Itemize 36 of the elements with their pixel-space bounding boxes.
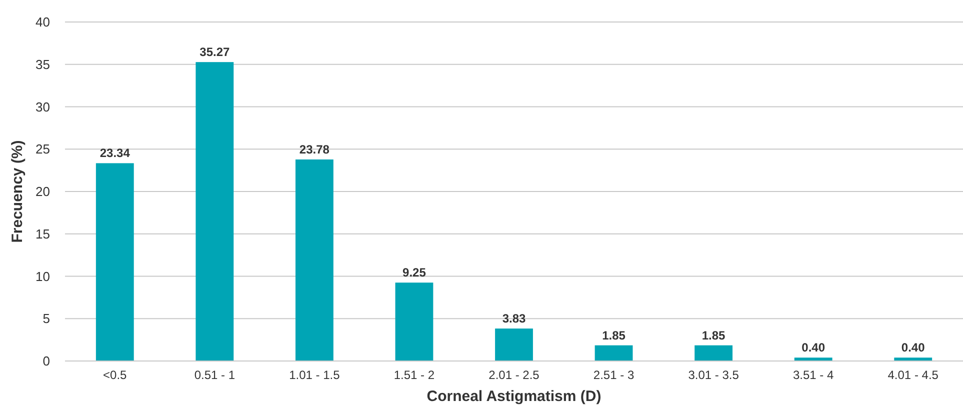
y-tick-label: 35	[36, 56, 50, 72]
x-tick-label: 2.01 - 2.5	[488, 368, 540, 382]
y-tick-label: 15	[36, 226, 50, 242]
data-label: 1.85	[602, 328, 626, 342]
bar	[196, 62, 234, 361]
data-label: 3.83	[502, 312, 526, 326]
x-axis-title: Corneal Astigmatism (D)	[426, 388, 602, 405]
y-tick-label: 10	[36, 268, 50, 284]
y-tick-label: 40	[36, 14, 50, 30]
y-tick-label: 20	[36, 184, 50, 200]
y-tick-label: 30	[36, 99, 50, 114]
bar	[594, 345, 633, 361]
data-label: 23.34	[100, 146, 130, 160]
x-tick-label: 3.01 - 3.5	[688, 368, 740, 382]
data-label: 0.40	[901, 340, 926, 355]
bar	[96, 163, 134, 361]
x-tick-label: 1.01 - 1.5	[289, 368, 340, 382]
y-tick-label: 0	[42, 354, 50, 369]
bar	[694, 345, 733, 361]
bar	[395, 282, 434, 361]
x-tick-label: 0.51 - 1	[194, 368, 236, 382]
x-tick-label: <0.5	[103, 368, 128, 382]
data-label: 0.40	[802, 340, 826, 355]
data-label: 35.27	[200, 45, 230, 60]
data-label: 1.85	[702, 328, 726, 342]
x-tick-label: 1.51 - 2	[394, 368, 435, 382]
x-tick-label: 4.01 - 4.5	[888, 368, 939, 382]
bar	[295, 159, 334, 361]
x-tick-label: 2.51 - 3	[593, 368, 634, 382]
y-tick-label: 5	[42, 311, 50, 326]
bar	[495, 328, 533, 361]
y-axis-title: Frecuency (%)	[9, 140, 26, 243]
x-tick-label: 3.51 - 4	[792, 368, 834, 382]
data-label: 9.25	[402, 266, 426, 280]
y-tick-label: 25	[36, 142, 50, 157]
data-label: 23.78	[299, 142, 330, 156]
